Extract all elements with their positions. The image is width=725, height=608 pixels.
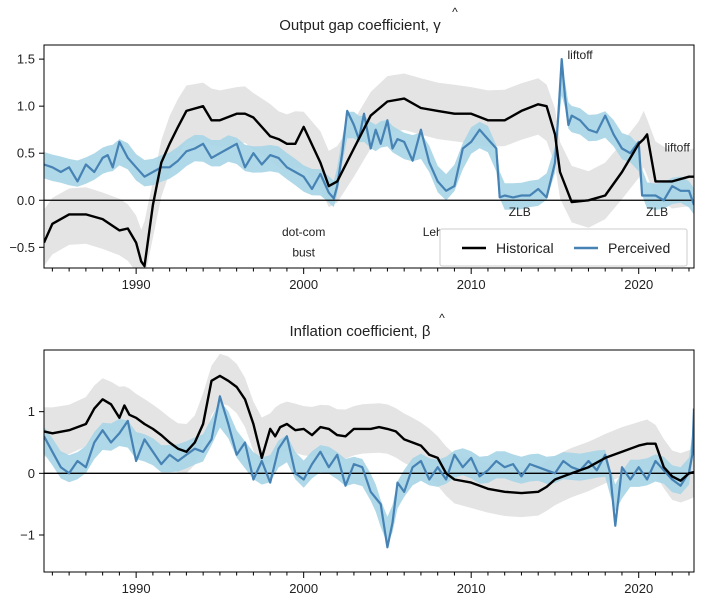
plot-frame-output-gap xyxy=(43,44,695,269)
legend-label-perceived: Perceived xyxy=(608,240,670,256)
annotation-liftoff: liftoff xyxy=(568,48,594,62)
beta-hat-accent: ^ xyxy=(439,311,445,325)
y-tick-label: 1 xyxy=(28,404,35,419)
historical-confidence-band xyxy=(44,73,694,268)
annotation-liftoff: liftoff xyxy=(665,140,691,154)
x-tick-label: 2000 xyxy=(289,581,318,596)
output-gap-panel: Output gap coefficient, γ ^ dot-combustL… xyxy=(9,5,695,292)
x-tick-label: 2010 xyxy=(457,581,486,596)
annotation-bust: bust xyxy=(292,246,315,260)
x-tick-label: 2000 xyxy=(289,277,318,292)
plot-frame-inflation xyxy=(43,349,695,573)
y-tick-label: 0.5 xyxy=(17,146,35,161)
x-tick-label: 2010 xyxy=(457,277,486,292)
y-tick-label: 0.0 xyxy=(17,193,35,208)
annotation-zlb: ZLB xyxy=(646,205,668,219)
legend-label-historical: Historical xyxy=(496,240,554,256)
perceived-confidence-band xyxy=(44,400,694,544)
x-tick-label: 1990 xyxy=(122,581,151,596)
y-tick-label: 1.5 xyxy=(17,52,35,67)
historical-line xyxy=(44,97,694,268)
historical-line xyxy=(44,374,694,495)
annotation-dotcom: dot-com xyxy=(282,225,325,239)
gamma-hat-accent: ^ xyxy=(452,5,458,19)
x-tick-label: 1990 xyxy=(122,277,151,292)
y-tick-label: −1 xyxy=(20,528,35,543)
panel-title-inflation: Inflation coefficient, β xyxy=(290,323,431,340)
x-tick-label: 2020 xyxy=(624,581,653,596)
x-tick-label: 2020 xyxy=(624,277,653,292)
y-tick-label: 1.0 xyxy=(17,99,35,114)
inflation-panel: Inflation coefficient, β ^ 1990 2000 2010 2… xyxy=(20,311,695,596)
y-tick-label: −0.5 xyxy=(9,240,35,255)
legend: Historical Perceived xyxy=(439,228,688,267)
legend-box xyxy=(439,228,688,267)
y-tick-label: 0 xyxy=(28,466,35,481)
panel-title-output-gap: Output gap coefficient, γ xyxy=(279,17,441,34)
perceived-line xyxy=(44,395,694,549)
annotation-zlb: ZLB xyxy=(509,205,531,219)
